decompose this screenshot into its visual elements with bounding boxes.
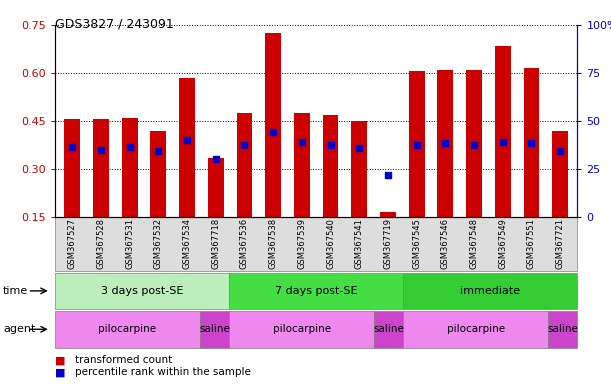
Point — [498, 139, 508, 145]
Point — [96, 147, 106, 153]
Text: saline: saline — [199, 324, 230, 334]
Bar — [179, 78, 195, 217]
Point — [125, 144, 134, 150]
Point — [211, 156, 221, 162]
Point — [326, 142, 335, 148]
Text: percentile rank within the sample: percentile rank within the sample — [75, 367, 251, 377]
Text: 3 days post-SE: 3 days post-SE — [101, 286, 183, 296]
Point — [268, 129, 278, 135]
Text: ■: ■ — [55, 367, 65, 377]
Text: transformed count: transformed count — [75, 355, 172, 365]
Text: pilocarpine: pilocarpine — [98, 324, 156, 334]
Point — [240, 142, 249, 148]
Bar — [150, 131, 166, 217]
Text: agent: agent — [3, 324, 35, 334]
Text: saline: saline — [547, 324, 579, 334]
Point — [441, 140, 450, 146]
Text: time: time — [3, 286, 28, 296]
Text: pilocarpine: pilocarpine — [447, 324, 505, 334]
Bar — [93, 119, 109, 217]
Bar — [265, 33, 281, 217]
Bar — [466, 70, 482, 217]
Point — [555, 148, 565, 154]
Bar — [323, 114, 338, 217]
Bar — [208, 158, 224, 217]
Point — [469, 142, 479, 148]
Bar — [380, 212, 396, 217]
Bar — [524, 68, 540, 217]
Bar — [409, 71, 425, 217]
Text: immediate: immediate — [460, 286, 521, 296]
Text: pilocarpine: pilocarpine — [273, 324, 331, 334]
Point — [153, 148, 163, 154]
Bar — [294, 113, 310, 217]
Point — [182, 137, 192, 143]
Point — [297, 139, 307, 145]
Text: saline: saline — [373, 324, 404, 334]
Bar — [437, 70, 453, 217]
Point — [412, 142, 422, 148]
Text: GDS3827 / 243091: GDS3827 / 243091 — [55, 17, 174, 30]
Point — [67, 144, 77, 150]
Bar — [495, 46, 511, 217]
Bar — [236, 113, 252, 217]
Bar — [64, 119, 80, 217]
Point — [527, 140, 536, 146]
Bar — [351, 121, 367, 217]
Text: ■: ■ — [55, 355, 65, 365]
Point — [383, 172, 393, 179]
Text: 7 days post-SE: 7 days post-SE — [275, 286, 357, 296]
Bar — [552, 131, 568, 217]
Bar — [122, 118, 137, 217]
Point — [354, 145, 364, 151]
